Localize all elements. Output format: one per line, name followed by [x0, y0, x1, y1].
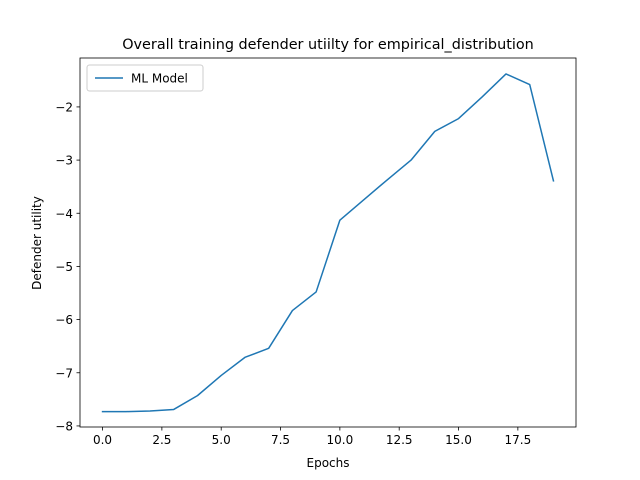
x-tick-label: 12.5 — [386, 433, 413, 447]
x-tick-label: 7.5 — [271, 433, 290, 447]
x-tick-label: 5.0 — [212, 433, 231, 447]
axes-frame — [79, 57, 577, 428]
y-tick-label: −4 — [55, 207, 73, 221]
y-tick-label: −8 — [55, 419, 73, 433]
series-line-0 — [101, 73, 555, 413]
legend-label: ML Model — [131, 72, 188, 86]
y-tick-label: −2 — [55, 100, 73, 114]
x-axis-label: Epochs — [307, 456, 350, 470]
x-tick-label: 0.0 — [93, 433, 112, 447]
plot-area — [79, 57, 577, 428]
y-tick-label: −6 — [55, 313, 73, 327]
legend-box — [86, 64, 204, 92]
chart-title: Overall training defender utiilty for em… — [122, 37, 534, 53]
y-axis-ticks: −8 −7 −6 −5 −4 −3 −2 — [55, 100, 80, 433]
y-axis-label: Defender utility — [30, 196, 44, 290]
y-tick-label: −7 — [55, 366, 73, 380]
x-tick-label: 17.5 — [504, 433, 531, 447]
x-tick-label: 2.5 — [152, 433, 171, 447]
legend: ML Model — [86, 64, 204, 92]
x-tick-label: 15.0 — [445, 433, 472, 447]
y-tick-label: −3 — [55, 154, 73, 168]
x-axis-ticks: 0.0 2.5 5.0 7.5 10.0 12.5 15.0 17.5 — [93, 427, 531, 447]
y-tick-label: −5 — [55, 260, 73, 274]
x-tick-label: 10.0 — [327, 433, 354, 447]
